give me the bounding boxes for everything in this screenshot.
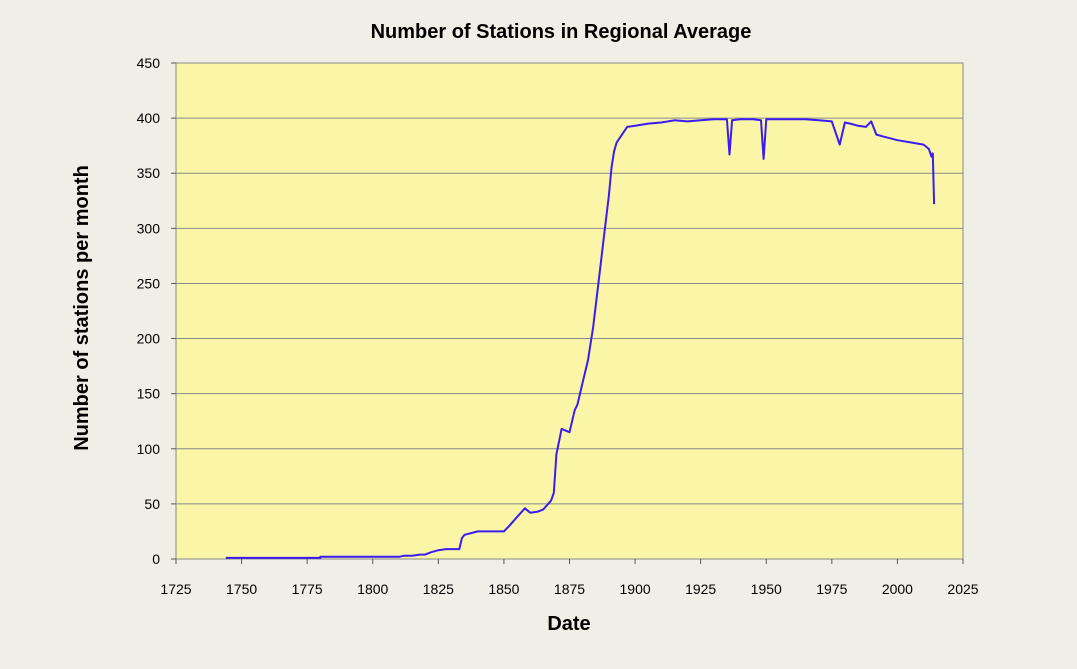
x-tick-label: 1875 — [554, 581, 585, 597]
series-layer — [225, 118, 936, 559]
y-tick-label: 200 — [137, 331, 161, 347]
y-axis-title: Number of stations per month — [71, 165, 93, 451]
y-tick-label: 300 — [137, 220, 161, 236]
y-tick-label: 150 — [137, 386, 161, 402]
x-tick-label: 1900 — [620, 581, 651, 597]
station-count-line — [225, 118, 936, 559]
x-tick-label: 2025 — [947, 581, 978, 597]
y-axis: 0 50 100 150 200 250 300 350 400 450 — [137, 55, 176, 567]
x-axis: 1725 1750 1775 1800 1825 1850 1875 1900 1925 1950… — [160, 559, 979, 597]
x-tick-label: 1775 — [292, 581, 323, 597]
x-tick-label: 1725 — [160, 581, 191, 597]
x-tick-label: 1975 — [816, 581, 847, 597]
x-tick-label: 1950 — [751, 581, 782, 597]
y-tick-label: 350 — [137, 165, 161, 181]
y-tick-label: 400 — [137, 110, 161, 126]
y-tick-label: 250 — [137, 275, 161, 291]
x-tick-label: 1825 — [423, 581, 454, 597]
chart-title: Number of Stations in Regional Average — [371, 21, 752, 43]
x-tick-label: 1750 — [226, 581, 257, 597]
plot-area — [176, 63, 963, 559]
y-tick-label: 450 — [137, 55, 161, 71]
x-tick-label: 2000 — [882, 581, 913, 597]
x-tick-label: 1850 — [488, 581, 519, 597]
y-tick-label: 50 — [144, 496, 160, 512]
x-axis-title: Date — [547, 613, 590, 635]
x-tick-label: 1925 — [685, 581, 716, 597]
y-tick-label: 100 — [137, 441, 161, 457]
x-tick-label: 1800 — [357, 581, 388, 597]
y-tick-label: 0 — [152, 551, 160, 567]
